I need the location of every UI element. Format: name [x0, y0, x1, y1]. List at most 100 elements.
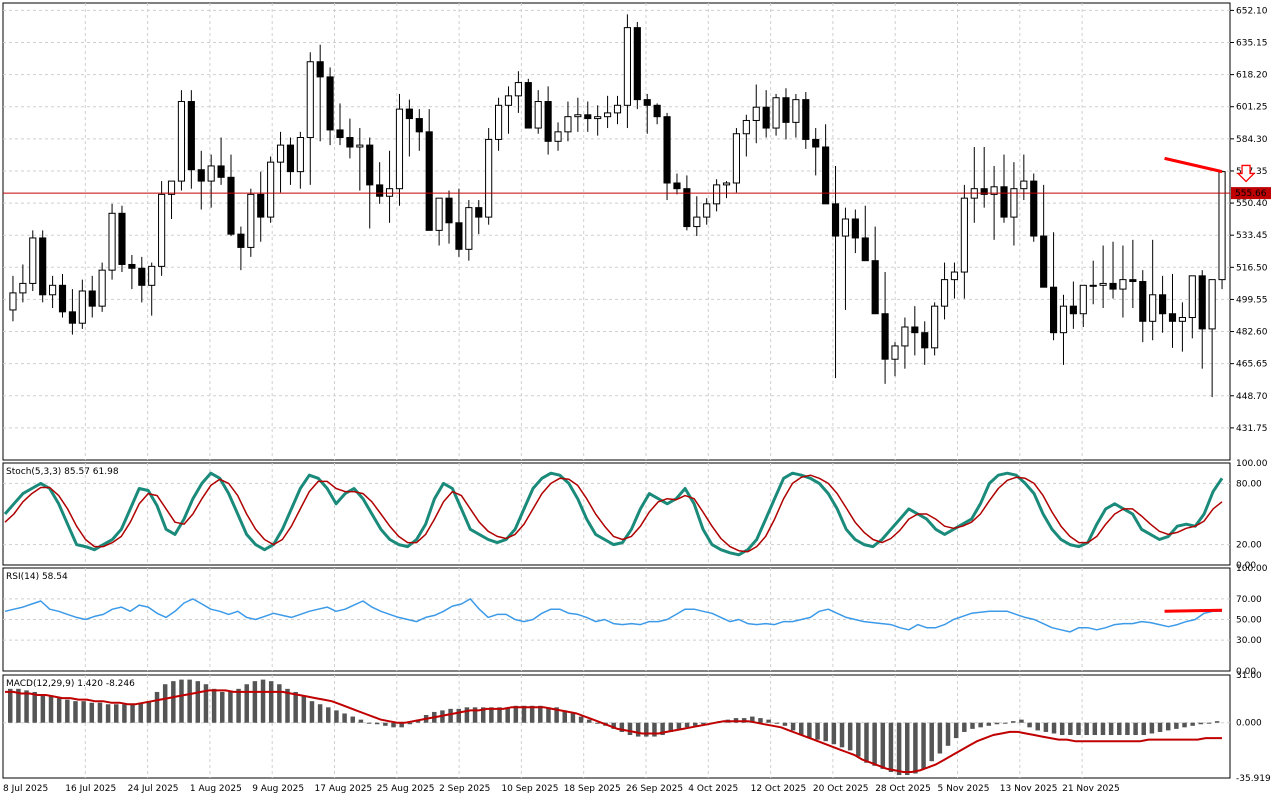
- x-axis-label: 5 Nov 2025: [938, 784, 990, 794]
- candle: [871, 260, 879, 315]
- candle: [792, 99, 800, 123]
- macd-histogram-bar: [326, 707, 331, 723]
- candle: [1049, 286, 1058, 334]
- candle: [445, 197, 453, 224]
- stoch-axis-label: 100.00: [1236, 459, 1268, 469]
- macd-histogram-bar: [970, 722, 975, 729]
- macd-histogram-bar: [89, 702, 95, 723]
- candle: [49, 284, 57, 296]
- macd-histogram-bar: [864, 722, 869, 763]
- rsi-title: RSI(14) 58.54: [6, 572, 68, 582]
- macd-histogram-bar: [1165, 722, 1171, 731]
- price-axis-label: 618.20: [1236, 71, 1268, 81]
- candle: [881, 313, 889, 360]
- macd-histogram-bar: [953, 722, 959, 739]
- x-axis-label: 20 Oct 2025: [813, 784, 869, 794]
- candle: [1139, 281, 1147, 322]
- candle: [1208, 279, 1216, 330]
- candle: [187, 101, 195, 171]
- macd-histogram-bar: [1214, 721, 1220, 723]
- price-axis-label: 652.10: [1236, 6, 1268, 16]
- candle: [633, 27, 641, 101]
- macd-histogram-bar: [81, 701, 86, 723]
- candle: [78, 290, 86, 324]
- macd-histogram-bar: [578, 716, 584, 723]
- rsi-axis-label: 0.00: [1236, 667, 1256, 677]
- candle: [19, 282, 27, 294]
- rsi-axis-label: 50.00: [1236, 616, 1262, 626]
- candle: [376, 184, 384, 197]
- macd-histogram-bar: [456, 708, 461, 723]
- candle: [148, 265, 156, 286]
- candle: [366, 144, 374, 186]
- candle: [683, 188, 691, 228]
- x-axis-label: 1 Aug 2025: [190, 784, 242, 794]
- macd-histogram-bar: [921, 722, 926, 769]
- macd-histogram-bar: [179, 679, 184, 723]
- macd-histogram-bar: [358, 719, 364, 723]
- candle: [88, 290, 96, 307]
- candle: [732, 133, 740, 184]
- macd-histogram-bar: [872, 722, 877, 766]
- macd-histogram-bar: [489, 707, 494, 723]
- macd-histogram-bar: [211, 688, 217, 723]
- candle: [940, 279, 949, 307]
- macd-histogram-bar: [538, 705, 543, 723]
- macd-histogram-bar: [1157, 722, 1163, 732]
- candle: [395, 108, 404, 190]
- candle: [921, 332, 929, 349]
- candle: [1149, 294, 1157, 322]
- macd-histogram-bar: [244, 684, 249, 723]
- candle: [782, 97, 790, 123]
- macd-histogram-bar: [766, 719, 771, 723]
- candle: [911, 326, 919, 334]
- candle: [772, 97, 780, 129]
- current-price-tag: [1231, 187, 1271, 200]
- candle: [693, 216, 701, 228]
- macd-histogram-bar: [220, 691, 225, 723]
- macd-histogram-bar: [627, 722, 633, 736]
- candle: [514, 82, 522, 97]
- candle: [604, 112, 612, 118]
- macd-histogram-bar: [171, 681, 176, 723]
- macd-histogram-bar: [994, 722, 1000, 725]
- macd-histogram-bar: [8, 688, 13, 723]
- macd-histogram-bar: [374, 722, 380, 725]
- candle: [1059, 305, 1068, 334]
- candle: [1159, 294, 1167, 315]
- candle: [564, 116, 572, 133]
- x-axis-label: 10 Sep 2025: [501, 784, 558, 794]
- sell-arrow-icon: [1236, 164, 1256, 183]
- macd-histogram-bar: [32, 691, 37, 723]
- candle: [455, 222, 463, 250]
- candle: [425, 131, 433, 231]
- x-axis-label: 17 Aug 2025: [315, 784, 373, 794]
- macd-histogram-bar: [228, 691, 233, 723]
- macd-histogram-bar: [334, 710, 339, 723]
- candle: [485, 138, 493, 218]
- macd-histogram-bar: [383, 722, 388, 726]
- candle: [1000, 186, 1008, 218]
- candle: [237, 233, 245, 248]
- macd-histogram-bar: [301, 696, 307, 723]
- macd-histogram-bar: [366, 722, 372, 724]
- macd-histogram-bar: [195, 681, 201, 723]
- candle: [802, 99, 810, 140]
- macd-histogram-bar: [635, 722, 641, 737]
- macd-title: MACD(12,29,9) 1.420 -8.246: [6, 679, 135, 689]
- candle: [247, 193, 255, 248]
- candle: [950, 271, 959, 281]
- macd-histogram-bar: [65, 699, 70, 723]
- macd-histogram-bar: [668, 722, 674, 732]
- macd-histogram-bar: [644, 722, 649, 737]
- macd-histogram-bar: [16, 688, 21, 723]
- x-axis-label: 8 Jul 2025: [3, 784, 48, 794]
- panel-frame-price: [2, 2, 1231, 461]
- x-axis-label: 2 Sep 2025: [439, 784, 490, 794]
- candle: [108, 212, 116, 271]
- candle: [217, 165, 225, 178]
- candle: [68, 311, 76, 324]
- macd-histogram-bar: [1108, 722, 1114, 736]
- candle: [1109, 282, 1117, 290]
- macd-histogram-bar: [856, 722, 861, 757]
